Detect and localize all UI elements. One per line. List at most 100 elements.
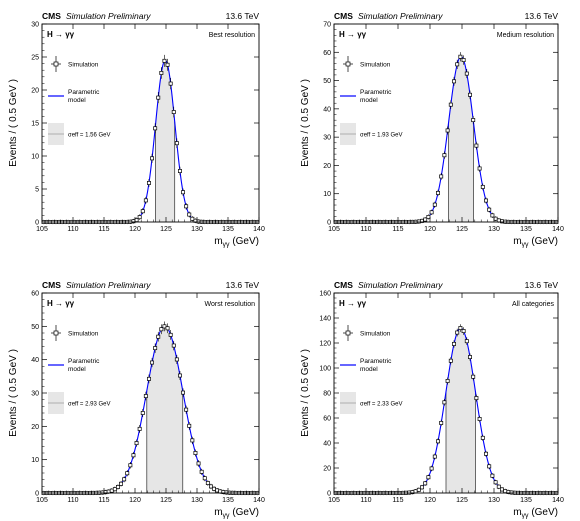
x-tick-label: 115 xyxy=(392,226,403,233)
x-tick-label: 130 xyxy=(191,497,203,504)
simulation-point xyxy=(452,79,456,84)
simulation-point xyxy=(426,475,431,480)
simulation-point xyxy=(162,324,167,329)
x-axis-title: mγγ (GeV) xyxy=(214,507,259,520)
y-tick-label: 20 xyxy=(323,466,331,473)
sigma-eff-band xyxy=(446,328,476,493)
sigma-eff-band xyxy=(146,326,183,493)
y-tick-label: 20 xyxy=(31,424,39,431)
chart-panel-2: CMS Simulation Preliminary 13.6 TeV 105 110 1… xyxy=(300,11,564,249)
simulation-point xyxy=(199,469,204,474)
simulation-preliminary-label: Simulation Preliminary xyxy=(358,11,443,21)
simulation-point xyxy=(448,358,453,363)
category-label: Worst resolution xyxy=(205,301,256,308)
x-axis-title-m: m xyxy=(214,236,222,247)
x-axis-title-m: m xyxy=(214,507,222,518)
x-axis-title: mγγ (GeV) xyxy=(513,236,558,249)
simulation-point xyxy=(468,92,472,97)
simulation-point xyxy=(137,215,142,220)
simulation-point xyxy=(115,485,120,489)
process-label: H → γγ xyxy=(339,30,367,39)
simulation-point xyxy=(187,212,192,217)
x-tick-label: 115 xyxy=(392,497,403,504)
x-axis-title-unit: (GeV) xyxy=(529,236,558,247)
y-tick-label: 0 xyxy=(35,491,39,498)
y-tick-label: 60 xyxy=(323,50,331,57)
simulation-point xyxy=(493,480,498,485)
simulation-point xyxy=(474,143,479,148)
simulation-point xyxy=(445,379,450,383)
cms-label: CMS xyxy=(334,11,353,21)
simulation-point xyxy=(181,390,185,395)
legend-model-label-2: model xyxy=(360,97,378,104)
legend-model-label-2: model xyxy=(68,366,86,373)
legend-sim-marker xyxy=(345,61,351,67)
sigma-eff-band xyxy=(155,60,175,223)
simulation-point xyxy=(165,62,170,67)
simulation-point xyxy=(474,396,479,401)
simulation-point xyxy=(165,326,170,331)
simulation-point xyxy=(426,215,431,219)
legend-model-label-2: model xyxy=(68,97,86,104)
legend-sim-marker xyxy=(53,61,59,67)
simulation-point xyxy=(487,207,492,212)
simulation-point xyxy=(442,153,447,158)
y-tick-label: 50 xyxy=(31,324,39,331)
x-tick-label: 135 xyxy=(520,226,532,233)
simulation-point xyxy=(171,110,176,114)
x-tick-label: 140 xyxy=(253,497,265,504)
simulation-point xyxy=(490,473,495,478)
simulation-point xyxy=(503,489,508,494)
simulation-point xyxy=(153,346,158,351)
simulation-point xyxy=(162,58,167,63)
x-tick-label: 115 xyxy=(98,497,109,504)
x-tick-label: 105 xyxy=(36,226,48,233)
simulation-point xyxy=(439,421,444,425)
simulation-point xyxy=(122,477,127,482)
simulation-point xyxy=(147,181,151,185)
simulation-point xyxy=(464,339,469,344)
legend-model-label-1: Parametric xyxy=(68,89,100,96)
x-tick-label: 135 xyxy=(222,226,234,233)
y-tick-label: 5 xyxy=(35,187,39,194)
simulation-point xyxy=(147,376,151,381)
simulation-preliminary-label: Simulation Preliminary xyxy=(358,280,443,290)
y-tick-label: 15 xyxy=(31,121,39,128)
energy-label: 13.6 TeV xyxy=(525,11,559,21)
cms-label: CMS xyxy=(334,280,353,290)
x-axis-title: mγγ (GeV) xyxy=(513,507,558,520)
simulation-point xyxy=(168,332,173,337)
simulation-point xyxy=(178,169,182,173)
y-tick-label: 30 xyxy=(31,391,39,398)
simulation-point xyxy=(484,198,488,203)
simulation-point xyxy=(178,373,182,378)
simulation-point xyxy=(174,141,179,146)
simulation-point xyxy=(429,210,434,215)
simulation-point xyxy=(471,374,476,379)
x-tick-label: 115 xyxy=(98,226,109,233)
x-axis-title-sub: γγ xyxy=(522,513,530,520)
simulation-preliminary-label: Simulation Preliminary xyxy=(66,280,151,290)
legend-sim-marker xyxy=(53,330,59,336)
simulation-point xyxy=(464,71,469,76)
simulation-point xyxy=(187,423,192,428)
legend-sigma-eff-label: σeff = 1.93 GeV xyxy=(360,133,402,139)
simulation-point xyxy=(137,426,142,431)
simulation-point xyxy=(143,198,148,203)
simulation-point xyxy=(461,58,466,62)
parametric-model-curve xyxy=(42,59,259,223)
y-tick-label: 30 xyxy=(31,22,39,29)
simulation-point xyxy=(432,454,437,459)
y-axis-title: Events / ( 0.5 GeV ) xyxy=(8,79,19,167)
process-label: H → γγ xyxy=(47,299,75,308)
cms-label: CMS xyxy=(42,11,61,21)
x-tick-label: 135 xyxy=(222,497,234,504)
simulation-point xyxy=(150,360,154,365)
x-axis-title-sub: γγ xyxy=(223,513,231,520)
simulation-point xyxy=(184,204,189,209)
simulation-point xyxy=(100,490,105,495)
chart-panel-3: CMS Simulation Preliminary 13.6 TeV 105 110 1… xyxy=(8,280,265,520)
y-axis-title: Events / ( 0.5 GeV ) xyxy=(300,349,311,437)
category-label: Best resolution xyxy=(209,32,255,39)
